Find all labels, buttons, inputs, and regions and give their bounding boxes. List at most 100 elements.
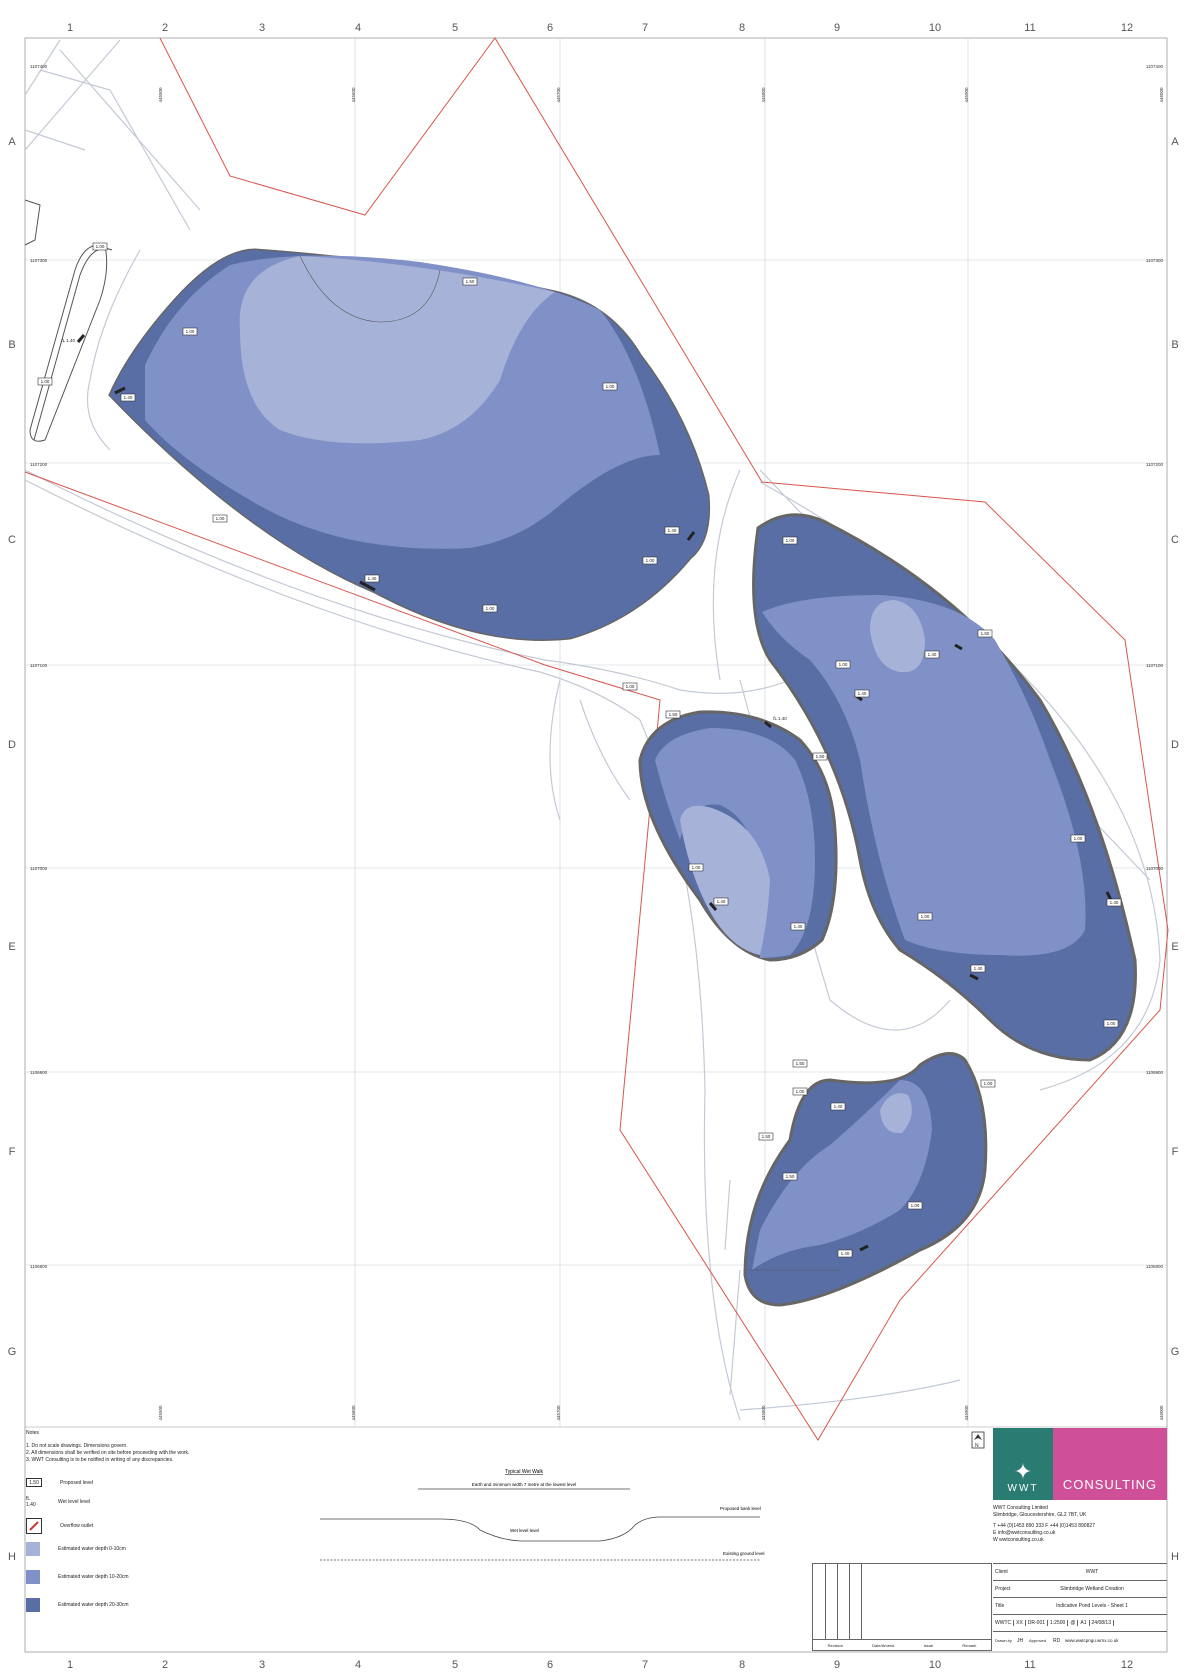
level-tag: 1.50	[796, 1061, 805, 1066]
level-tag-box	[182, 327, 198, 336]
tb-client: Client WWT	[993, 1563, 1167, 1580]
bird-logo-icon: ✦	[1013, 1459, 1033, 1484]
grid-column-label: 10	[929, 1659, 941, 1671]
legend-depth-deep: Estimated water depth 20-30cm	[26, 1598, 129, 1612]
grid-row-label: H	[1171, 1551, 1179, 1563]
grid-row-label: B	[1171, 339, 1178, 351]
grid-column-label: 12	[1121, 22, 1133, 34]
level-tag: 1.40	[834, 1104, 843, 1109]
grid-column-label: 9	[834, 22, 840, 34]
level-tag-box	[917, 912, 933, 921]
northing-label: 1106800	[30, 1264, 48, 1269]
level-tag: 1.40	[858, 691, 867, 696]
level-tag: 1.50	[786, 1174, 795, 1179]
level-tag: 1.00	[796, 1089, 805, 1094]
easting-label: 446000	[1159, 87, 1164, 103]
grid-row-label: C	[1171, 534, 1179, 546]
level-tag: 1.00	[692, 865, 701, 870]
northing-label: 1107200	[30, 462, 48, 467]
level-tag-box	[980, 1079, 996, 1088]
pond-large	[108, 248, 711, 641]
level-tag: 1.40	[368, 576, 377, 581]
northing-label: 1106800	[1146, 1264, 1164, 1269]
level-tag-box	[92, 242, 108, 251]
map-frame	[24, 37, 1168, 1653]
level-tag-box	[1070, 834, 1086, 843]
pond-middle	[638, 710, 838, 962]
tb-title: Title Indicative Pond Levels - Sheet 1	[993, 1597, 1167, 1614]
grid-row-label: H	[8, 1551, 16, 1563]
tb-project: Project Slimbridge Wetland Creation	[993, 1580, 1167, 1597]
section-title: Typical Wet Walk	[505, 1469, 544, 1475]
level-tag: 1.00	[96, 244, 105, 249]
level-tag-box	[665, 710, 681, 719]
level-tag-box	[1106, 898, 1122, 907]
grid-column-label: 10	[929, 22, 941, 34]
car-park	[24, 199, 113, 442]
company-logo: ✦ WWT CONSULTING	[993, 1428, 1167, 1500]
legend-proposed-level: 1.50 Proposed level	[26, 1478, 93, 1487]
notes-block: Notes 1. Do not scale drawings. Dimensio…	[26, 1430, 189, 1464]
easting-label: 445600	[351, 1405, 356, 1421]
level-tag-box	[642, 556, 658, 565]
grid-row-label: A	[1171, 136, 1179, 148]
level-tag-box	[37, 377, 53, 386]
northing-label: 1106900	[1146, 1070, 1164, 1075]
grid-row-label: A	[8, 136, 16, 148]
grid-column-label: 1	[67, 1659, 73, 1671]
notes-title: Notes	[26, 1430, 40, 1436]
easting-label: 445500	[158, 1405, 163, 1421]
level-tag-box	[924, 650, 940, 659]
title-block: Client WWT Project Slimbridge Wetland Cr…	[993, 1563, 1167, 1649]
level-tag: 1.50	[762, 1134, 771, 1139]
legend-overflow-outlet: Overflow outlet	[26, 1518, 93, 1534]
grid-column-label: 12	[1121, 1659, 1133, 1671]
revision-table: Revision Date/Amend Issue Remark	[812, 1563, 992, 1651]
level-tag: 1.00	[216, 516, 225, 521]
level-tag-box	[854, 689, 870, 698]
level-tag-box	[782, 536, 798, 545]
grid-column-label: 4	[355, 22, 361, 34]
easting-label: 445900	[964, 1405, 969, 1421]
easting-label: 445600	[351, 87, 356, 103]
level-tag: 1.40	[841, 1251, 850, 1256]
section-label-ground: Existing ground level	[723, 1551, 765, 1556]
svg-text:N: N	[975, 1443, 979, 1449]
legend-depth-medium: Estimated water depth 10-20cm	[26, 1570, 129, 1584]
level-tag: 1.40	[717, 899, 726, 904]
grid-column-label: 3	[259, 1659, 265, 1671]
level-tag-box	[713, 897, 729, 906]
level-tag: 1.00	[911, 1203, 920, 1208]
northing-label: 1107300	[1146, 258, 1164, 263]
northing-label: 1107400	[30, 64, 48, 69]
easting-label: 445700	[556, 87, 561, 103]
easting-label: 445800	[761, 1405, 766, 1421]
grid-row-label: G	[1171, 1346, 1180, 1358]
pond-right	[752, 513, 1137, 1062]
level-tag: 1.40	[1110, 900, 1119, 905]
level-tag-box	[664, 526, 680, 535]
northing-label: 1107000	[30, 866, 48, 871]
level-tag-box	[462, 277, 478, 286]
legend-depth-shallow: Estimated water depth 0-10cm	[26, 1542, 126, 1556]
northing-label: 1107200	[1146, 462, 1164, 467]
level-tag: 1.00	[646, 558, 655, 563]
tb-cells: WWTC XX DR-001 1:2500 @ A1 24/08/13	[993, 1614, 1167, 1631]
pond-bottom	[743, 1052, 988, 1307]
level-tag-box	[364, 574, 380, 583]
easting-label: 445700	[556, 1405, 561, 1421]
level-tag-box	[792, 1059, 808, 1068]
grid-column-label: 8	[739, 1659, 745, 1671]
level-tag-box	[482, 604, 498, 613]
easting-label: 445500	[158, 87, 163, 103]
footpaths	[24, 39, 1161, 1421]
grid-row-label: C	[8, 534, 16, 546]
easting-label: 445900	[964, 87, 969, 103]
section-subtitle: Earth and minimum width 7 metre at the l…	[472, 1482, 576, 1487]
northing-label: 1107000	[1146, 866, 1164, 871]
level-tag-box	[830, 1102, 846, 1111]
company-details: WWT Consulting Limited Slimbridge, Glouc…	[993, 1505, 1095, 1543]
grid-column-label: 5	[452, 22, 458, 34]
level-tag: 1.40	[928, 652, 937, 657]
